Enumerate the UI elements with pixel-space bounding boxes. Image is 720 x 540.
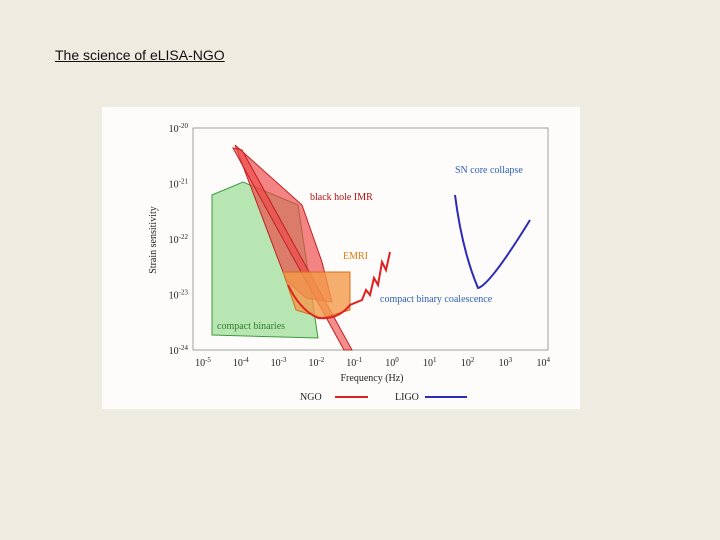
region-label: SN core collapse — [455, 165, 523, 176]
legend-label: NGO — [300, 392, 322, 403]
figure-background — [102, 107, 580, 409]
slide-title: The science of eLISA-NGO — [55, 47, 225, 63]
ligo-curve — [454, 194, 531, 290]
emri-region — [282, 271, 351, 319]
tick-label: 10-20 — [169, 122, 189, 135]
region-label: compact binaries — [217, 321, 285, 332]
tick-label: 10-4 — [233, 356, 249, 369]
plot-frame — [192, 127, 549, 351]
legend-label: LIGO — [395, 392, 419, 403]
tick-label: 102 — [461, 356, 475, 369]
tick-label: 10-22 — [169, 233, 189, 246]
tick-label: 10-3 — [271, 356, 287, 369]
region-label: EMRI — [343, 251, 368, 262]
tick-label: 101 — [423, 356, 437, 369]
tick-label: 10-24 — [169, 344, 189, 357]
tick-label: 10-21 — [169, 178, 189, 191]
tick-label: 10-1 — [346, 356, 362, 369]
y-axis-label: Strain sensitivity — [148, 206, 159, 274]
tick-label: 10-23 — [169, 289, 189, 302]
tick-label: 104 — [536, 356, 550, 369]
tick-label: 10-5 — [195, 356, 211, 369]
tick-label: 103 — [499, 356, 513, 369]
tick-label: 10-2 — [308, 356, 324, 369]
region-label: black hole IMR — [310, 192, 373, 203]
region-label: compact binary coalescence — [380, 294, 493, 305]
ngo-curve — [287, 251, 391, 320]
tick-label: 100 — [385, 356, 399, 369]
x-axis-label: Frequency (Hz) — [340, 373, 403, 384]
